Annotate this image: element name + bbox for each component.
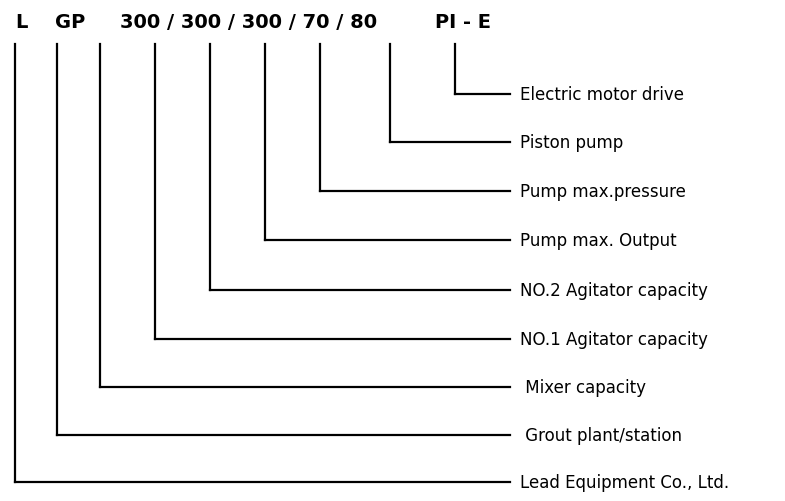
Text: 300 / 300 / 300 / 70 / 80: 300 / 300 / 300 / 70 / 80 (120, 13, 377, 32)
Text: PI - E: PI - E (435, 13, 491, 32)
Text: NO.1 Agitator capacity: NO.1 Agitator capacity (520, 330, 708, 348)
Text: Lead Equipment Co., Ltd.: Lead Equipment Co., Ltd. (520, 473, 729, 491)
Text: Piston pump: Piston pump (520, 134, 623, 152)
Text: Electric motor drive: Electric motor drive (520, 86, 684, 104)
Text: NO.2 Agitator capacity: NO.2 Agitator capacity (520, 282, 708, 300)
Text: GP: GP (55, 13, 86, 32)
Text: Mixer capacity: Mixer capacity (520, 378, 646, 396)
Text: Pump max.pressure: Pump max.pressure (520, 183, 686, 200)
Text: Pump max. Output: Pump max. Output (520, 231, 677, 249)
Text: Grout plant/station: Grout plant/station (520, 426, 682, 444)
Text: L: L (15, 13, 27, 32)
